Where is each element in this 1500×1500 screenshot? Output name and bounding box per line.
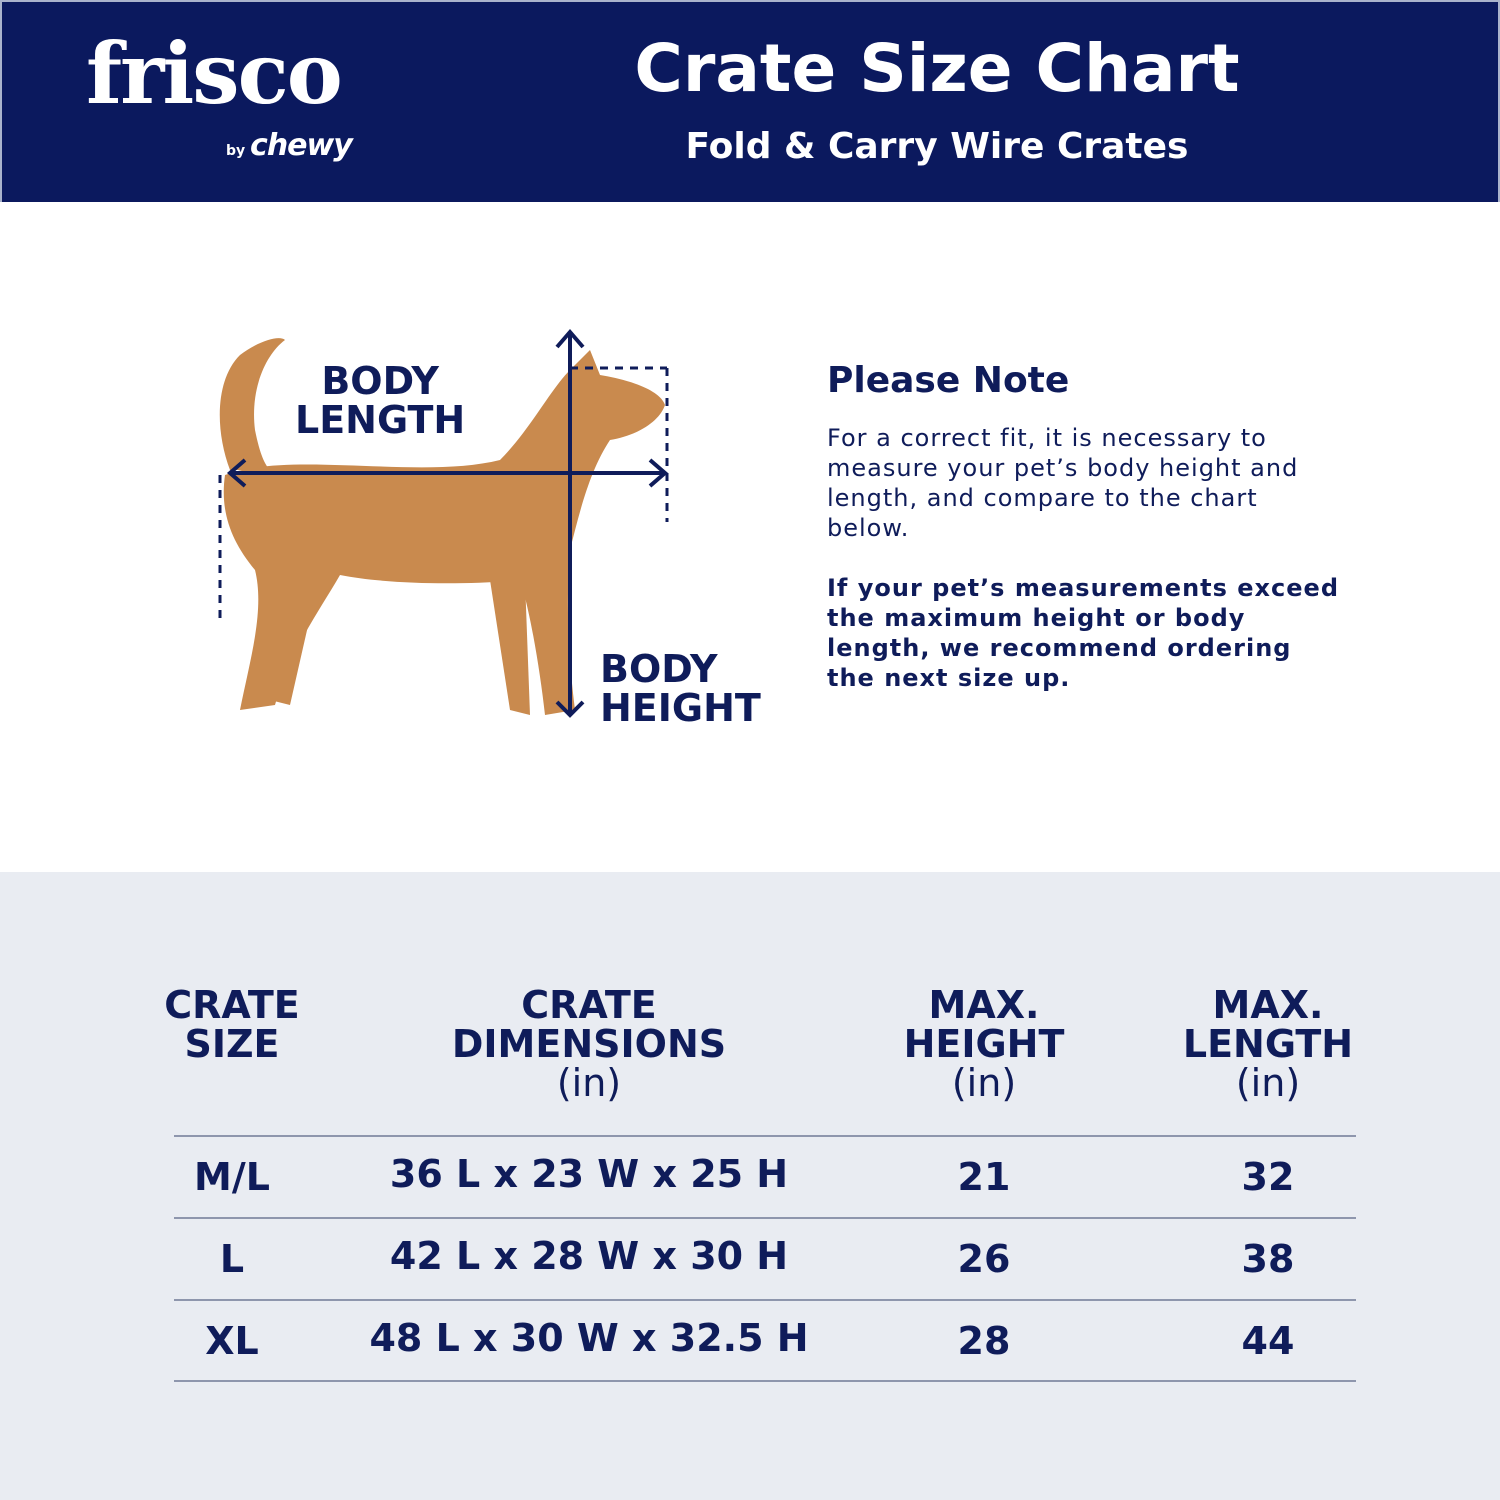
frisco-logo: frisco by chewy (86, 24, 353, 164)
divider (174, 1299, 1356, 1301)
body-length-line1: BODY (321, 359, 439, 403)
cell-dimensions: 36 L x 23 W x 25 H (389, 1152, 789, 1196)
body-height-line1: BODY (600, 647, 718, 691)
body-height-label: BODY HEIGHT (600, 650, 761, 728)
note-paragraph: For a correct fit, it is necessary to me… (827, 424, 1299, 542)
please-note: Please Note For a correct fit, it is nec… (827, 360, 1347, 723)
divider (174, 1135, 1356, 1137)
header-unit: (in) (556, 1061, 622, 1105)
header-crate-size: CRATE SIZE (164, 986, 300, 1064)
note-heading: Please Note (827, 360, 1070, 401)
header-unit: (in) (951, 1061, 1017, 1105)
cell-size: L (219, 1237, 245, 1281)
dog-illustration (218, 328, 669, 718)
cell-max-height: 21 (957, 1155, 1011, 1199)
cell-max-length: 32 (1241, 1155, 1295, 1199)
cell-dimensions: 42 L x 28 W x 30 H (389, 1234, 789, 1278)
body-length-label: BODY LENGTH (295, 362, 465, 440)
logo-byline: by chewy (226, 128, 353, 163)
cell-max-height: 28 (957, 1319, 1011, 1363)
header-line2: SIZE (184, 1022, 280, 1066)
page-title: Crate Size Chart (634, 30, 1240, 107)
size-table-section (0, 872, 1500, 1500)
cell-max-length: 38 (1241, 1237, 1295, 1281)
body-length-line2: LENGTH (295, 398, 466, 442)
header-line1: MAX. (928, 983, 1040, 1027)
cell-max-length: 44 (1241, 1319, 1295, 1363)
header-line1: MAX. (1212, 983, 1324, 1027)
cell-size: M/L (194, 1155, 270, 1199)
dog-measurement-diagram: BODY LENGTH BODY HEIGHT (170, 310, 790, 750)
header-banner: frisco by chewy Crate Size Chart Fold & … (0, 0, 1500, 202)
header-unit: (in) (1235, 1061, 1301, 1105)
page-subtitle: Fold & Carry Wire Crates (685, 126, 1189, 167)
divider (174, 1380, 1356, 1382)
logo-chewy: chewy (250, 128, 353, 163)
header-line1: CRATE (521, 983, 657, 1027)
cell-dimensions: 48 L x 30 W x 32.5 H (369, 1316, 809, 1360)
logo-text: frisco (86, 24, 343, 123)
header-line1: CRATE (164, 983, 300, 1027)
header-max-height: MAX. HEIGHT (in) (904, 986, 1065, 1103)
header-line2: HEIGHT (903, 1022, 1065, 1066)
logo-by: by (226, 143, 246, 159)
cell-size: XL (205, 1319, 259, 1363)
header-crate-dimensions: CRATE DIMENSIONS (in) (452, 986, 726, 1103)
cell-max-height: 26 (957, 1237, 1011, 1281)
note-warning: If your pet’s measurements exceed the ma… (827, 574, 1339, 692)
divider (174, 1217, 1356, 1219)
body-height-line2: HEIGHT (600, 686, 761, 730)
header-line2: LENGTH (1182, 1022, 1354, 1066)
header-max-length: MAX. LENGTH (in) (1183, 986, 1353, 1103)
header-line2: DIMENSIONS (451, 1022, 727, 1066)
